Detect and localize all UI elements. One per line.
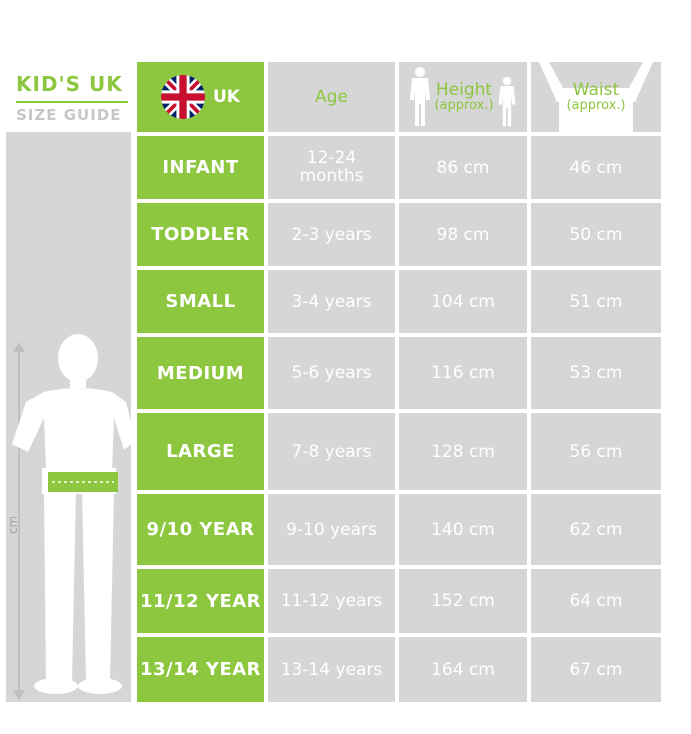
age-cell: 11-12 years (268, 569, 395, 633)
waist-cell: 46 cm (531, 136, 661, 199)
header-uk: UK (137, 62, 264, 132)
age-cell: 9-10 years (268, 494, 395, 565)
waist-cell: 56 cm (531, 413, 661, 490)
child-waist-icon (539, 62, 653, 132)
waist-cell: 64 cm (531, 569, 661, 633)
child-height-icon (410, 67, 431, 126)
size-cell: 11/12 YEAR (137, 569, 264, 633)
arrow-up-icon (13, 342, 25, 352)
age-cell: 7-8 years (268, 413, 395, 490)
header-age: Age (268, 62, 395, 132)
height-cell: 152 cm (399, 569, 527, 633)
height-cell: 104 cm (399, 270, 527, 333)
guide-title: KID'S UK (16, 72, 123, 96)
height-cell: 116 cm (399, 337, 527, 409)
arrow-down-icon (13, 690, 25, 700)
header-waist-label: Waist (572, 79, 620, 100)
child-height-icon (498, 76, 515, 127)
age-cell: 12-24 months (268, 136, 395, 199)
size-cell: 9/10 YEAR (137, 494, 264, 565)
age-cell: 13-14 years (268, 637, 395, 702)
header-height: Height (approx.) (399, 62, 527, 132)
age-cell: 5-6 years (268, 337, 395, 409)
height-cell: 140 cm (399, 494, 527, 565)
age-cell: 3-4 years (268, 270, 395, 333)
waist-cell: 50 cm (531, 203, 661, 266)
height-cell: 164 cm (399, 637, 527, 702)
size-cell: SMALL (137, 270, 264, 333)
height-cell: 128 cm (399, 413, 527, 490)
size-cell: TODDLER (137, 203, 264, 266)
header-age-label: Age (315, 87, 348, 107)
size-cell: LARGE (137, 413, 264, 490)
height-arrow (18, 346, 20, 696)
header-height-label: Height (435, 79, 493, 100)
child-silhouette-icon (12, 334, 136, 694)
age-cell-text: 12-24 months (299, 147, 364, 186)
header-height-sub: (approx.) (434, 98, 494, 114)
size-cell: MEDIUM (137, 337, 264, 409)
guide-subtitle: SIZE GUIDE (16, 106, 122, 124)
brand-block: KID'S UK SIZE GUIDE (6, 62, 131, 132)
header-waist-sub: (approx.) (566, 98, 626, 114)
title-underline (16, 101, 128, 103)
waist-cell: 53 cm (531, 337, 661, 409)
waist-cell: 51 cm (531, 270, 661, 333)
header-waist: Waist (approx.) (531, 62, 661, 132)
size-cell: INFANT (137, 136, 264, 199)
uk-flag-icon (161, 75, 205, 119)
waist-cell: 67 cm (531, 637, 661, 702)
header-uk-label: UK (213, 87, 240, 107)
height-cell: 98 cm (399, 203, 527, 266)
age-cell: 2-3 years (268, 203, 395, 266)
waist-cell: 62 cm (531, 494, 661, 565)
height-cell: 86 cm (399, 136, 527, 199)
size-cell: 13/14 YEAR (137, 637, 264, 702)
